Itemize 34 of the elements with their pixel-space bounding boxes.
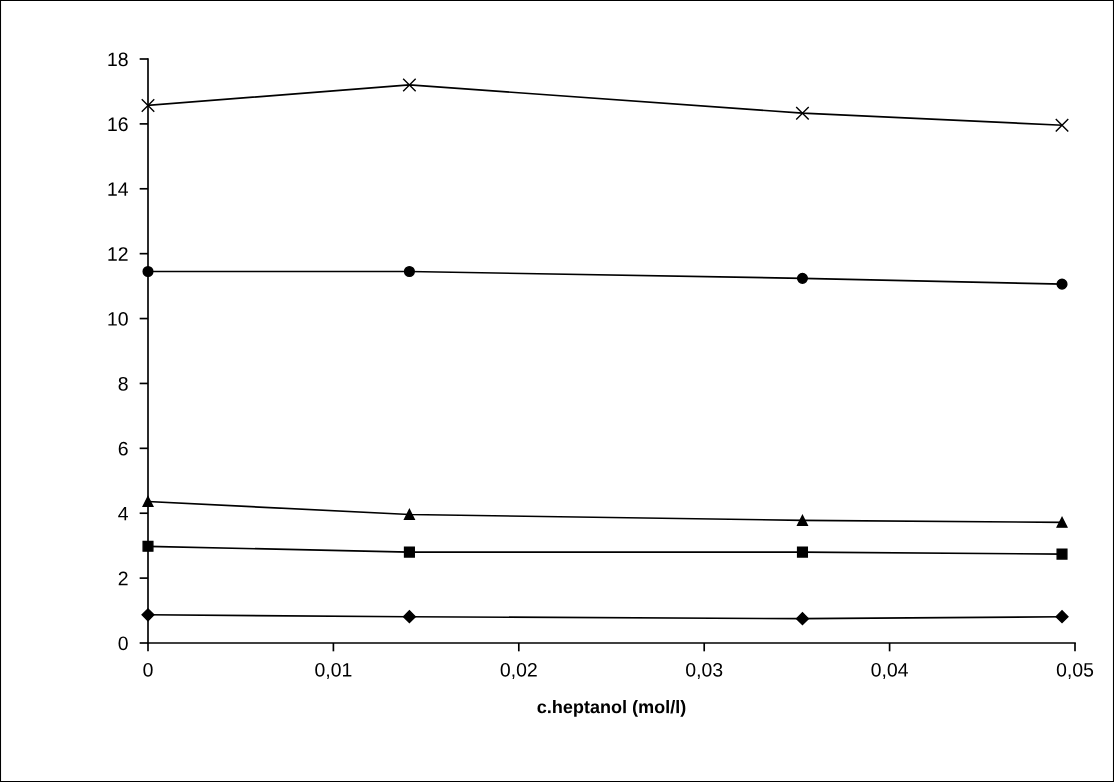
- y-tick-label: 6: [118, 441, 128, 456]
- point: [1055, 610, 1069, 624]
- point: [1056, 548, 1068, 560]
- point: [142, 540, 154, 552]
- y-tick-label: 12: [108, 247, 128, 261]
- x-tick-label: 0,02: [500, 662, 537, 680]
- x-tick-label: 0,04: [871, 662, 908, 680]
- y-tick-label: 8: [118, 376, 128, 391]
- y-tick-label: 2: [118, 571, 128, 586]
- point: [1056, 516, 1068, 528]
- y-tick-label: 14: [108, 182, 128, 196]
- point: [1056, 278, 1068, 290]
- y-tick-label: 0: [118, 636, 128, 651]
- point: [402, 610, 417, 624]
- y-tick-label: 18: [108, 52, 128, 67]
- point: [402, 78, 417, 92]
- point: [141, 98, 155, 113]
- x-tick-label: 0,05: [1056, 662, 1094, 680]
- point: [403, 546, 415, 558]
- y-tick-label: 4: [118, 506, 128, 521]
- x-axis-title: c.heptanol (mol/l): [537, 700, 686, 717]
- point: [403, 265, 415, 278]
- point: [796, 546, 809, 558]
- x-tick-label: 0,03: [686, 662, 723, 680]
- point: [796, 272, 809, 284]
- point: [403, 508, 415, 521]
- x-tick-label: 0,01: [315, 662, 352, 680]
- y-tick-label: 10: [108, 312, 128, 326]
- point: [796, 514, 809, 526]
- point: [1055, 118, 1069, 133]
- point: [795, 106, 810, 121]
- x-tick-label: 0: [143, 662, 153, 677]
- point: [795, 612, 810, 626]
- y-tick-label: 16: [108, 117, 128, 132]
